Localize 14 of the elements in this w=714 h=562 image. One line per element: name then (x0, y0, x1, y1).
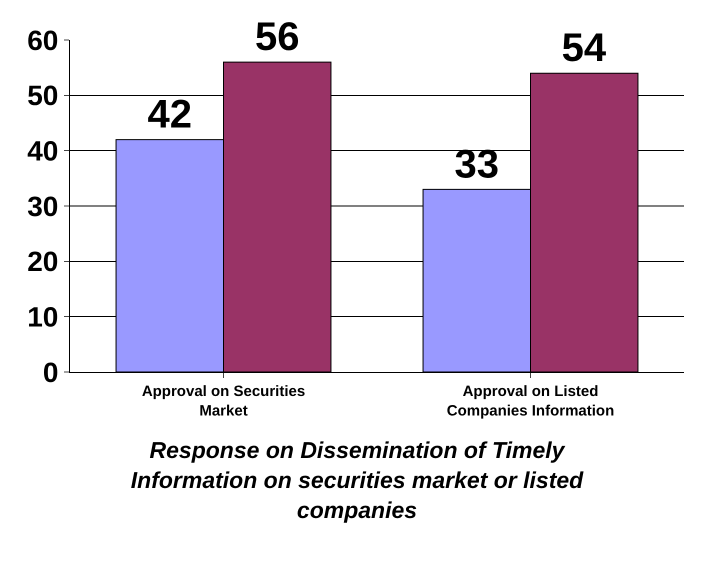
y-tick-label: 0 (42, 356, 58, 388)
x-tick-label: Approval on Securities Market (142, 383, 306, 420)
data-label: 33 (454, 142, 500, 186)
data-label: 54 (562, 26, 607, 70)
data-label: 56 (254, 15, 300, 60)
y-tick-label: 30 (27, 190, 58, 222)
y-tick-label: 60 (27, 24, 58, 56)
data-label: 42 (148, 92, 192, 137)
y-tick-label: 50 (27, 80, 58, 112)
y-tick-label: 20 (27, 246, 58, 278)
y-tick-label: 40 (27, 135, 58, 166)
text: Response on Dissemination of Timely Information on securities market or listed companies (130, 437, 584, 523)
x-tick-label: Approval on Listed Companies Information (446, 383, 614, 420)
y-tick-label: 10 (27, 301, 58, 332)
